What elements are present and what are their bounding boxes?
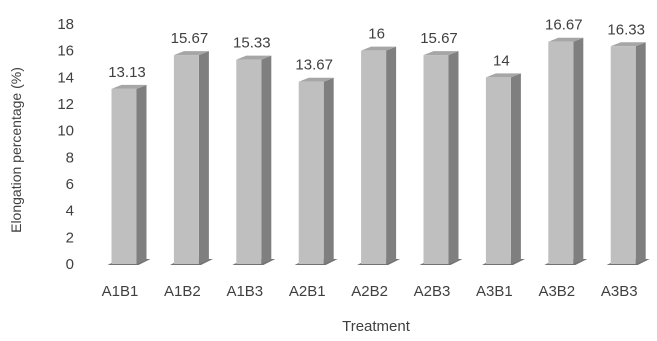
data-label: 16 [368,26,385,43]
bar-A1B1 [111,84,147,264]
x-tick-label: A2B1 [289,283,326,300]
data-label: 14 [493,52,510,69]
bar-front-face [423,55,449,264]
x-axis-ticks: A1B1 A1B2 A1B3 A2B1 A2B2 A2B3 A3B1 A3B2 A3B3 [102,283,638,300]
y-axis-ticks: 0 2 4 6 8 10 12 14 16 18 [57,16,74,273]
bar-top-face [111,84,147,89]
data-label: 15.67 [171,30,209,47]
y-tick-label: 14 [57,69,74,86]
bar-side-face [136,84,147,264]
bar-side-face [261,55,272,264]
bar-top-face [610,42,646,47]
bar-front-face [485,77,511,264]
bar-front-face [111,88,137,264]
y-tick-label: 6 [66,176,74,193]
bar-A3B1 [485,73,521,264]
bar-A2B3 [423,51,459,264]
bar-side-face [635,42,646,265]
bar-side-face [386,46,397,264]
bar-top-face [236,55,272,60]
data-label: 15.67 [420,30,458,47]
bar-A3B3 [610,42,646,265]
bar-side-face [198,51,209,264]
x-tick-label: A3B1 [476,283,513,300]
bar-side-face [573,37,584,264]
y-tick-label: 4 [66,203,74,220]
bars [111,37,646,265]
y-tick-label: 18 [57,16,74,33]
bar-top-face [485,73,521,78]
bar-side-face [510,73,521,264]
bar-A1B3 [236,55,272,264]
data-label: 16.33 [607,21,645,38]
data-labels: 13.13 15.67 15.33 13.67 16 15.67 14 16.67 16.33 [108,17,645,81]
x-axis-label: Treatment [342,318,411,335]
x-tick-label: A2B3 [414,283,451,300]
bar-top-face [548,37,584,42]
bar-A3B2 [548,37,584,264]
bar-top-face [423,51,459,56]
bar-A2B2 [361,46,397,264]
y-tick-label: 16 [57,43,74,60]
bar-front-face [298,81,324,264]
bar-A2B1 [298,77,334,264]
x-tick-label: A1B1 [102,283,139,300]
bar-side-face [448,51,459,264]
bar-top-face [298,77,334,82]
data-label: 15.33 [233,35,271,52]
bar-front-face [236,59,262,264]
y-tick-label: 8 [66,149,74,166]
bar-top-face [361,46,397,51]
x-tick-label: A2B2 [351,283,388,300]
y-axis-label: Elongation percentage (%) [8,67,24,233]
x-tick-label: A3B3 [601,283,638,300]
bar-side-face [323,77,334,264]
data-label: 13.67 [295,57,333,74]
y-tick-label: 2 [66,229,74,246]
bar-front-face [173,55,199,264]
x-tick-label: A1B3 [226,283,263,300]
data-label: 16.67 [545,17,583,34]
bar-front-face [610,46,636,265]
x-tick-label: A3B2 [538,283,575,300]
data-label: 13.13 [108,64,146,81]
x-tick-label: A1B2 [164,283,201,300]
y-tick-label: 12 [57,96,74,113]
y-tick-label: 10 [57,123,74,140]
bar-A1B2 [173,51,209,264]
y-tick-label: 0 [66,256,74,273]
bar-top-face [173,51,209,56]
bar-front-face [548,41,574,264]
bar-front-face [361,50,387,264]
